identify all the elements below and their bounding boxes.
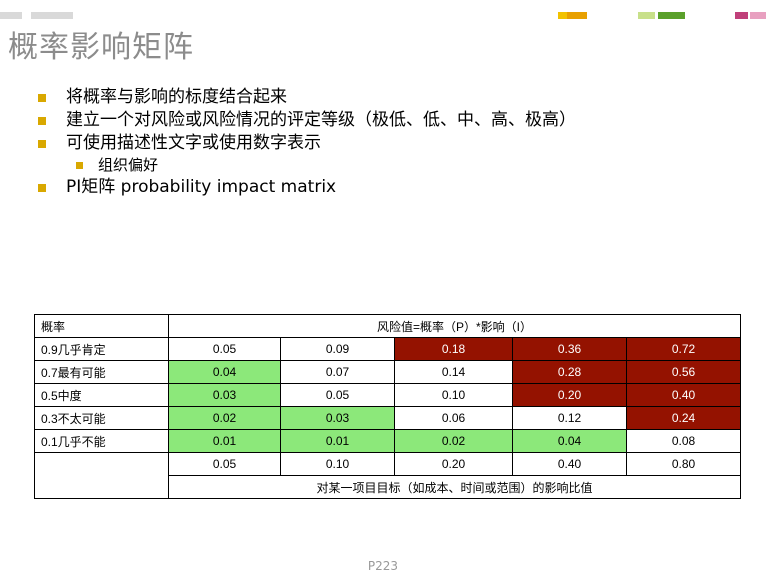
risk-cell: 0.24 — [625, 406, 742, 430]
bullet-square-icon — [38, 140, 46, 148]
bullet-text: 可使用描述性文字或使用数字表示 — [66, 133, 321, 153]
bullet-square-icon — [38, 184, 46, 192]
risk-cell: 0.40 — [625, 383, 742, 407]
header-bar-gray-1 — [0, 12, 22, 19]
impact-value: 0.80 — [625, 452, 742, 476]
bullet-text: 将概率与影响的标度结合起来 — [66, 87, 287, 107]
bullet-item: 建立一个对风险或风险情况的评定等级（极低、低、中、高、极高） — [36, 109, 576, 132]
risk-cell: 0.18 — [394, 337, 513, 361]
matrix-header-label: 风险值=概率（P）*影响（I） — [167, 314, 742, 338]
header-bar-green — [658, 12, 685, 19]
probability-label: 0.5中度 — [34, 383, 169, 407]
risk-cell: 0.05 — [280, 383, 395, 407]
impact-value: 0.10 — [280, 452, 395, 476]
risk-cell: 0.02 — [394, 429, 513, 453]
impact-label: 对某一项目目标（如成本、时间或范围）的影响比值 — [167, 475, 742, 499]
matrix-row: 0.7最有可能 0.04 0.07 0.14 0.28 0.56 — [34, 360, 742, 384]
risk-cell: 0.09 — [280, 337, 395, 361]
risk-cell: 0.05 — [168, 337, 281, 361]
probability-label: 0.1几乎不能 — [34, 429, 169, 453]
bullet-list: 将概率与影响的标度结合起来 建立一个对风险或风险情况的评定等级（极低、低、中、高… — [36, 86, 576, 199]
bullet-square-icon — [38, 117, 46, 125]
bullet-item: PI矩阵 probability impact matrix — [36, 176, 576, 199]
matrix-row: 0.9几乎肯定 0.05 0.09 0.18 0.36 0.72 — [34, 337, 742, 361]
header-bar-orange — [567, 12, 587, 19]
impact-value: 0.40 — [512, 452, 627, 476]
risk-cell: 0.01 — [168, 429, 281, 453]
bullet-item: 将概率与影响的标度结合起来 — [36, 86, 576, 109]
risk-cell: 0.01 — [280, 429, 395, 453]
probability-label: 0.7最有可能 — [34, 360, 169, 384]
header-bar-lightgreen — [638, 12, 655, 19]
impact-values-row: 0.05 0.10 0.20 0.40 0.80 — [34, 452, 742, 499]
risk-cell: 0.20 — [512, 383, 627, 407]
slide-title: 概率影响矩阵 — [8, 30, 194, 65]
risk-cell: 0.04 — [168, 360, 281, 384]
risk-cell: 0.12 — [512, 406, 627, 430]
bullet-square-icon — [38, 94, 46, 102]
risk-cell: 0.04 — [512, 429, 627, 453]
impact-value: 0.20 — [394, 452, 513, 476]
impact-value: 0.05 — [168, 452, 281, 476]
risk-cell: 0.36 — [512, 337, 627, 361]
risk-cell: 0.03 — [280, 406, 395, 430]
bullet-text: PI矩阵 probability impact matrix — [66, 177, 337, 197]
risk-cell: 0.07 — [280, 360, 395, 384]
bullet-sub-item: 组织偏好 — [36, 155, 576, 176]
risk-cell: 0.56 — [625, 360, 742, 384]
header-bar-gray-2 — [31, 12, 73, 19]
matrix-row: 0.5中度 0.03 0.05 0.10 0.20 0.40 — [34, 383, 742, 407]
matrix-row: 0.3不太可能 0.02 0.03 0.06 0.12 0.24 — [34, 406, 742, 430]
header-bar-magenta — [735, 12, 748, 19]
matrix-corner-label: 概率 — [34, 314, 169, 338]
bullet-text: 组织偏好 — [98, 156, 159, 174]
impact-label-row: 对某一项目目标（如成本、时间或范围）的影响比值 — [35, 475, 742, 499]
bullet-text: 建立一个对风险或风险情况的评定等级（极低、低、中、高、极高） — [66, 110, 576, 130]
risk-cell: 0.28 — [512, 360, 627, 384]
matrix-row: 0.1几乎不能 0.01 0.01 0.02 0.04 0.08 — [34, 429, 742, 453]
risk-cell: 0.06 — [394, 406, 513, 430]
bullet-square-icon — [76, 162, 83, 169]
page-number: P223 — [367, 559, 399, 573]
risk-cell: 0.08 — [625, 429, 742, 453]
risk-cell: 0.14 — [394, 360, 513, 384]
probability-label: 0.9几乎肯定 — [34, 337, 169, 361]
probability-impact-matrix: 概率 风险值=概率（P）*影响（I） 0.9几乎肯定 0.05 0.09 0.1… — [34, 314, 742, 499]
header-bar-pink — [750, 12, 766, 19]
header-bar-gold — [558, 12, 567, 19]
matrix-blank-cell — [34, 452, 169, 499]
probability-label: 0.3不太可能 — [34, 406, 169, 430]
risk-cell: 0.02 — [168, 406, 281, 430]
risk-cell: 0.10 — [394, 383, 513, 407]
risk-cell: 0.72 — [625, 337, 742, 361]
bullet-item: 可使用描述性文字或使用数字表示 — [36, 132, 576, 155]
risk-cell: 0.03 — [168, 383, 281, 407]
